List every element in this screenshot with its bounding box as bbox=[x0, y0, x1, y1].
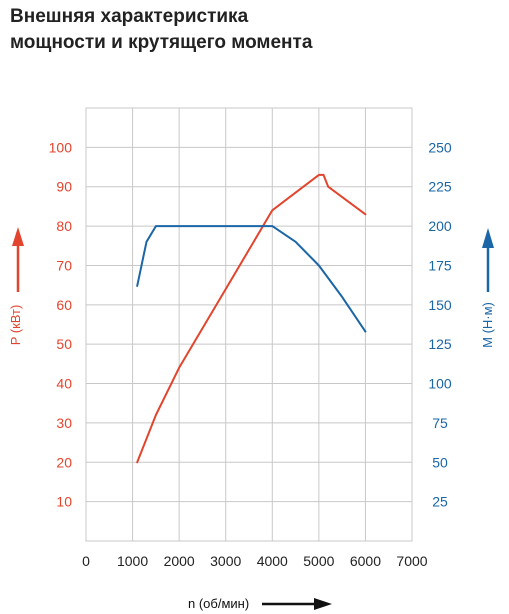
series-layer bbox=[136, 173, 367, 464]
y-right-tick-label: 50 bbox=[432, 454, 448, 470]
chart-title-line-1: Внешняя характеристика bbox=[10, 6, 249, 27]
x-tick-label: 1000 bbox=[117, 553, 148, 569]
y-left-tick-label: 70 bbox=[56, 257, 72, 273]
tick-layer: 0 1000 2000 3000 4000 5000 6000 7000 10 20 30 40 50 6… bbox=[49, 139, 452, 569]
y-left-tick-label: 50 bbox=[56, 336, 72, 352]
y-left-tick-label: 100 bbox=[49, 139, 73, 155]
x-tick-label: 2000 bbox=[164, 553, 195, 569]
y-left-tick-label: 10 bbox=[56, 494, 72, 510]
y-right-tick-label: 200 bbox=[428, 218, 452, 234]
axis-decorations: P (кВт) M (Н·м) n (об/мин) bbox=[8, 227, 495, 611]
plot-frame bbox=[85, 107, 413, 542]
x-arrow-head bbox=[314, 598, 332, 610]
y-left-arrow-head bbox=[12, 227, 24, 246]
y-left-tick-label: 20 bbox=[56, 454, 72, 470]
y-right-tick-label: 175 bbox=[428, 257, 452, 273]
grid bbox=[85, 107, 413, 542]
y-right-tick-label: 100 bbox=[428, 376, 452, 392]
x-tick-label: 5000 bbox=[303, 553, 334, 569]
y-right-tick-label: 150 bbox=[428, 297, 452, 313]
chart-title-line-2: мощности и крутящего момента bbox=[10, 32, 313, 53]
x-tick-label: 6000 bbox=[350, 553, 381, 569]
y-right-tick-label: 125 bbox=[428, 336, 452, 352]
y-left-tick-label: 60 bbox=[56, 297, 72, 313]
x-tick-label: 4000 bbox=[257, 553, 288, 569]
y-right-tick-label: 250 bbox=[428, 139, 452, 155]
torque-curve bbox=[136, 225, 367, 333]
y-left-tick-label: 30 bbox=[56, 415, 72, 431]
x-tick-label: 7000 bbox=[396, 553, 427, 569]
x-axis-label: n (об/мин) bbox=[188, 596, 249, 611]
y-right-tick-label: 25 bbox=[432, 494, 448, 510]
y-left-tick-label: 40 bbox=[56, 376, 72, 392]
power-curve bbox=[136, 173, 367, 464]
y-left-tick-label: 90 bbox=[56, 179, 72, 195]
chart-title: Внешняя характеристика мощности и крутящ… bbox=[10, 4, 312, 56]
y-left-tick-label: 80 bbox=[56, 218, 72, 234]
y-left-axis-label: P (кВт) bbox=[8, 305, 23, 346]
y-right-arrow-head bbox=[482, 228, 494, 248]
x-tick-label: 3000 bbox=[210, 553, 241, 569]
y-right-axis-label: M (Н·м) bbox=[480, 302, 495, 348]
x-tick-label: 0 bbox=[82, 553, 90, 569]
y-right-tick-label: 225 bbox=[428, 179, 452, 195]
y-right-tick-label: 75 bbox=[432, 415, 448, 431]
